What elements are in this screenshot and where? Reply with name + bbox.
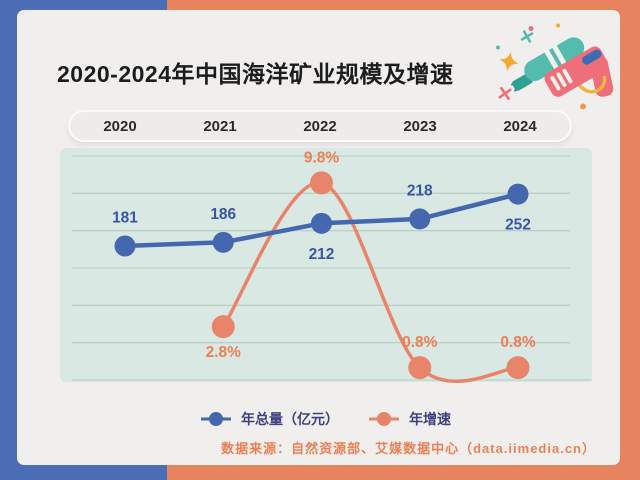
series-line [221,181,520,383]
year-label: 2024 [503,117,537,135]
data-label: 9.8% [304,149,340,166]
data-point [212,231,234,253]
page-title: 2020-2024年中国海洋矿业规模及增速 [57,61,454,87]
legend-item-total: 年总量（亿元） [201,409,339,429]
chart-legend: 年总量（亿元） 年增速 [60,408,592,430]
legend-label-total: 年总量（亿元） [241,411,339,427]
confetti-dot [528,26,534,31]
data-point [507,183,529,205]
data-point [408,356,432,380]
data-point [211,315,235,339]
data-label: 0.8% [500,334,536,351]
sparkle-x-icon [520,30,534,43]
legend-label-growth: 年增速 [409,411,451,427]
data-label: 212 [309,246,335,263]
confetti-dot [496,45,500,50]
watergun-illustration [485,18,617,118]
data-point [310,171,333,195]
confetti-dot [580,103,586,110]
data-label: 2.8% [206,344,242,361]
year-label: 2021 [203,117,237,135]
data-point [506,356,530,380]
data-source: 数据来源：自然资源部、艾媒数据中心（data.iimedia.cn） [221,441,596,456]
year-label: 2022 [303,117,337,135]
legend-marker-total-icon [201,412,231,426]
data-label: 252 [505,217,531,234]
chart-svg: 2.8% 9.8% 0.8% 0.8% 181 186 212 218 252 [72,149,592,383]
data-label: 218 [407,182,433,199]
star-icon [499,51,519,72]
water-gun-icon [496,23,614,110]
legend-item-growth: 年增速 [369,409,451,429]
legend-marker-growth-icon [369,412,399,426]
data-label: 181 [112,209,138,226]
content-card: 2020-2024年中国海洋矿业规模及增速 [17,10,620,465]
year-label: 2020 [103,117,137,135]
sparkle-x-icon [498,86,512,101]
data-point [409,208,431,230]
chart-panel: 2.8% 9.8% 0.8% 0.8% 181 186 212 218 252 [60,148,592,383]
data-point [114,235,136,257]
data-label: 186 [210,206,236,223]
data-label: 0.8% [402,334,438,351]
year-axis: 2020 2021 2022 2023 2024 [68,110,572,142]
confetti-dot [556,23,560,28]
data-point [311,212,332,234]
year-label: 2023 [403,117,437,135]
